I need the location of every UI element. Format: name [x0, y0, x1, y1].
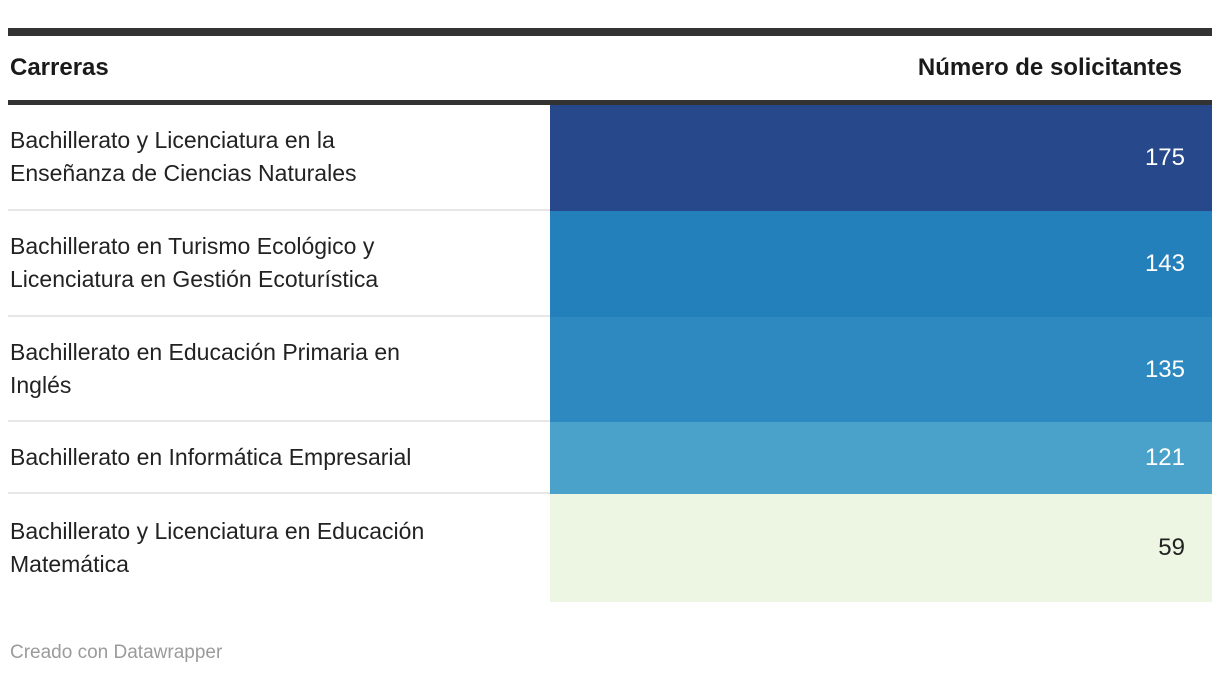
table-row: Bachillerato y Licenciatura en la Enseña…: [8, 105, 1212, 211]
carrera-label: Bachillerato y Licenciatura en Educación…: [10, 515, 424, 581]
value-cell: 59: [550, 494, 1212, 602]
column-header-solicitantes: Número de solicitantes: [917, 54, 1182, 81]
carrera-line: Bachillerato en Turismo Ecológico y: [10, 233, 375, 259]
carrera-cell: Bachillerato en Educación Primaria en In…: [8, 317, 550, 422]
value-cell: 135: [550, 317, 1212, 422]
table-row: Bachillerato en Informática Empresarial …: [8, 422, 1212, 494]
value-label: 59: [1158, 534, 1185, 561]
value-label: 121: [1144, 444, 1185, 471]
carrera-line: Bachillerato en Educación Primaria en: [10, 338, 400, 365]
value-cell: 121: [550, 422, 1212, 494]
carrera-line: Bachillerato y Licenciatura en Educación: [10, 518, 425, 544]
table-row: Bachillerato en Educación Primaria en In…: [8, 317, 1212, 422]
value-label: 135: [1144, 355, 1185, 383]
carrera-cell: Bachillerato y Licenciatura en la Enseña…: [8, 105, 550, 211]
datawrapper-credit-link[interactable]: Creado con Datawrapper: [10, 642, 223, 663]
carrera-label: Bachillerato en Turismo Ecológico y Lice…: [10, 230, 378, 296]
carrera-line: Enseñanza de Ciencias Naturales: [10, 160, 357, 186]
table-header: Carreras Número de solicitantes: [8, 28, 1212, 105]
carrera-cell: Bachillerato en Turismo Ecológico y Lice…: [8, 211, 550, 317]
chart-footer: Creado con Datawrapper: [8, 642, 1212, 664]
carrera-line: Bachillerato en Informática Empresarial: [10, 443, 412, 470]
value-label: 175: [1144, 144, 1185, 171]
table-row: Bachillerato y Licenciatura en Educación…: [8, 494, 1212, 602]
carrera-line: Bachillerato y Licenciatura en la: [10, 127, 335, 153]
carrera-cell: Bachillerato y Licenciatura en Educación…: [8, 494, 550, 602]
value-cell: 143: [550, 211, 1212, 317]
table-row: Bachillerato en Turismo Ecológico y Lice…: [8, 211, 1212, 317]
datawrapper-heatmap-table: Carreras Número de solicitantes Bachille…: [8, 28, 1212, 602]
carrera-label: Bachillerato en Informática Empresarial: [10, 441, 411, 474]
carrera-label: Bachillerato en Educación Primaria en In…: [10, 336, 400, 402]
value-label: 143: [1144, 250, 1185, 277]
carrera-label: Bachillerato y Licenciatura en la Enseña…: [10, 124, 356, 190]
carrera-line: Matemática: [10, 551, 129, 577]
carrera-cell: Bachillerato en Informática Empresarial: [8, 422, 550, 494]
value-cell: 175: [550, 105, 1212, 211]
column-header-carreras: Carreras: [10, 54, 109, 81]
carrera-line: Inglés: [10, 371, 72, 398]
carrera-line: Licenciatura en Gestión Ecoturística: [10, 266, 379, 292]
